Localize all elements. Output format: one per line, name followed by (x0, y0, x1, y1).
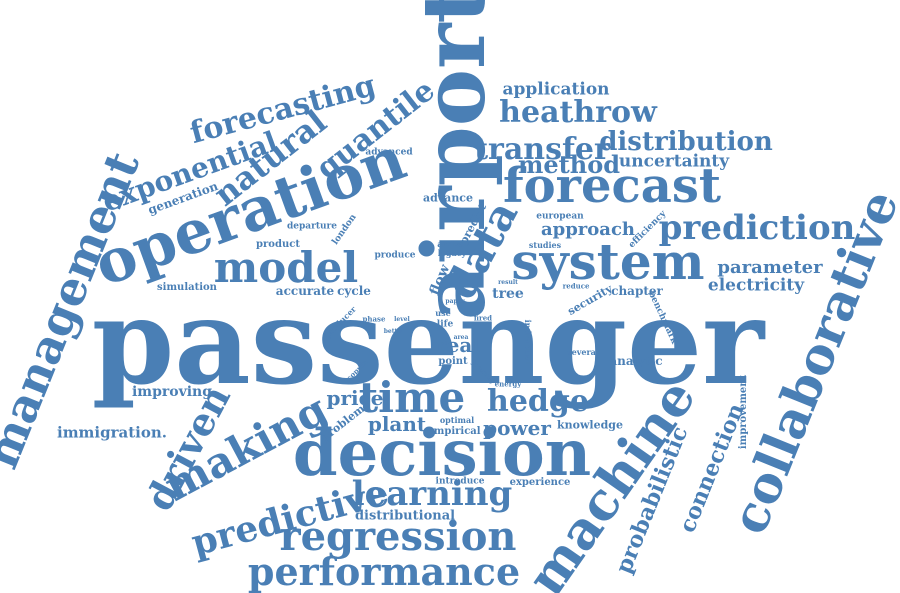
word-reduce: reduce (562, 281, 590, 291)
word-learning: learning (351, 474, 513, 514)
word-improvement: improvement (738, 374, 749, 450)
word-use: use (435, 308, 451, 318)
word-immigration: immigration. (56, 423, 168, 442)
word-point: point (438, 356, 468, 367)
word-departure: departure (286, 221, 338, 232)
word-arrival: arrival (437, 239, 467, 249)
word-better: better (383, 328, 405, 335)
word-phase: phase (362, 314, 386, 324)
word-application: application (502, 79, 610, 100)
word-decision: decision (292, 416, 592, 491)
word-distributional: distributional (354, 508, 456, 524)
word-cycle: cycle (337, 284, 371, 298)
word-product: product (256, 239, 300, 250)
word-result: result (498, 279, 518, 286)
word-experience: experience (509, 477, 571, 488)
word-european: european (536, 211, 584, 222)
word-price: price (326, 386, 384, 410)
word-advanced: advanced (365, 147, 413, 158)
word-time: time (358, 373, 466, 422)
word-area: area (453, 334, 469, 341)
word-several: several (567, 347, 599, 357)
word-introduce: introduce (435, 476, 485, 487)
word-accurate: accurate (275, 284, 335, 298)
word-regression: regression (279, 513, 517, 560)
word-paper: paper (445, 298, 465, 305)
word-legacy: legacy (437, 248, 467, 258)
word-method: method (518, 150, 620, 179)
word-studies: studies (528, 240, 562, 250)
word-model: model (213, 243, 359, 292)
word-individual: individual (523, 319, 533, 365)
word-empirical: empirical (427, 426, 481, 437)
word-life: life (436, 319, 454, 330)
word-heathrow: heathrow (499, 95, 657, 130)
word-tree: tree (492, 286, 524, 302)
word-simulation: simulation (157, 282, 217, 293)
word-approach: approach (540, 219, 636, 240)
word-distribution: distribution (599, 127, 773, 157)
word-prediction: prediction (658, 208, 856, 248)
word-knowledge: knowledge (557, 418, 623, 432)
word-power: power (483, 416, 551, 440)
word-forecast: forecast (502, 158, 722, 214)
word-passenger: passenger (91, 272, 765, 411)
word-hedge: hedge (487, 384, 589, 419)
word-uncertainty: uncertainty (618, 151, 730, 172)
word-electricity: electricity (707, 275, 805, 296)
word-real: real (436, 333, 480, 357)
word-improving: improving (131, 384, 213, 400)
word-parameter: parameter (717, 257, 823, 278)
word-transfer: transfer (474, 132, 610, 167)
word-fired: fired (473, 313, 493, 323)
word-advance: advance (422, 191, 474, 205)
word-plant: plant (367, 412, 427, 436)
word-analytic: analytic (609, 354, 663, 368)
word-chapter: chapter (611, 284, 663, 298)
word-level: level (394, 316, 410, 323)
word-system: system (511, 232, 705, 291)
word-energy: energy (494, 379, 522, 389)
word-optimal: optimal (439, 415, 475, 425)
word-performance: performance (247, 549, 521, 593)
word-produce: produce (374, 250, 416, 261)
